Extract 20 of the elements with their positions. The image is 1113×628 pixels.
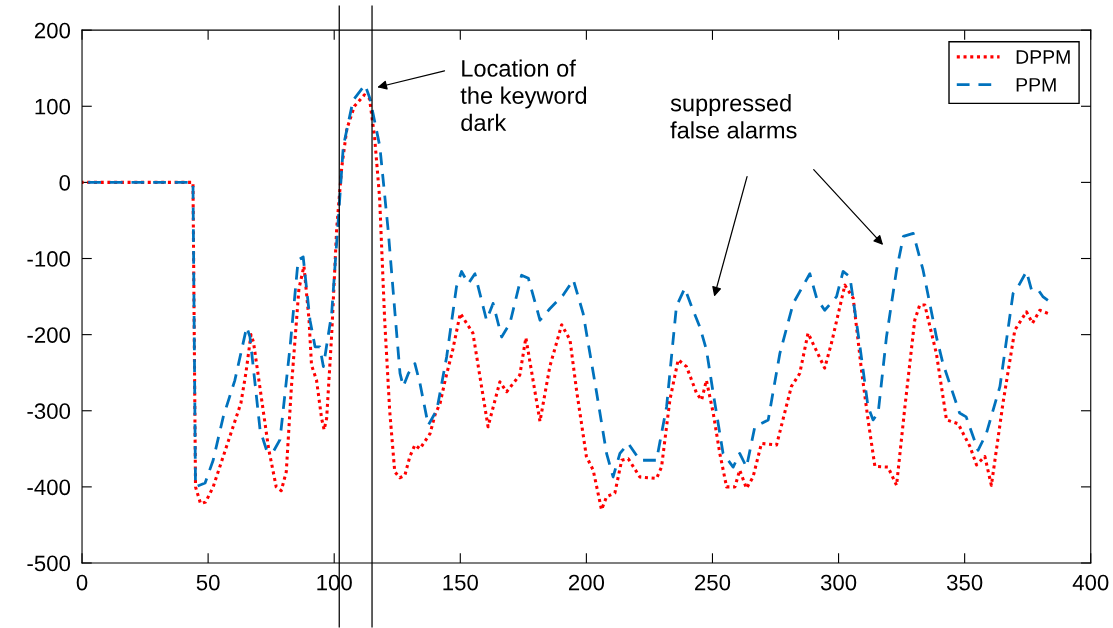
x-tick-label: 300 bbox=[820, 574, 857, 591]
y-tick-label: 200 bbox=[34, 22, 71, 39]
x-tick-label: 350 bbox=[946, 574, 983, 591]
y-tick-label: 100 bbox=[35, 98, 71, 115]
annotation: Location of the keyword dark bbox=[460, 59, 587, 132]
y-tick-label: 0 bbox=[59, 174, 71, 191]
annotation: suppressed false alarms bbox=[670, 94, 797, 139]
x-tick-label: 0 bbox=[76, 574, 88, 591]
y-tick-label: -500 bbox=[27, 555, 71, 572]
x-tick-label: 150 bbox=[443, 574, 478, 591]
x-tick-label: 200 bbox=[568, 574, 605, 591]
y-tick-label: -400 bbox=[27, 479, 71, 496]
x-tick-label: 250 bbox=[695, 574, 731, 591]
x-tick-label: 50 bbox=[196, 574, 220, 591]
y-tick-label: -200 bbox=[27, 327, 71, 343]
legend-label: PPM bbox=[1016, 78, 1056, 92]
legend-label: DPPM bbox=[1016, 50, 1070, 64]
y-tick-label: -300 bbox=[27, 403, 71, 420]
y-tick-label: -100 bbox=[27, 251, 71, 267]
x-tick-label: 400 bbox=[1072, 574, 1109, 591]
